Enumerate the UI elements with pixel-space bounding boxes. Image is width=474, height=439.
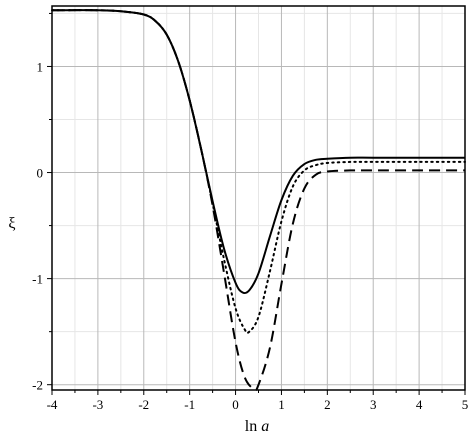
x-tick-label: -4 [47,397,58,412]
x-tick-label: 1 [278,397,285,412]
y-axis-title: ξ [8,215,15,232]
y-tick-label: -1 [32,272,43,287]
axis-ticks: -4 -3 -2 -1 0 1 2 3 4 5 -2 -1 0 1 [32,12,469,412]
y-tick-label: -2 [32,378,43,393]
x-tick-label: -1 [184,397,195,412]
x-tick-label: 0 [232,397,239,412]
y-tick-label: 1 [37,59,44,74]
x-axis-title-var: a [261,418,269,435]
x-tick-label: 2 [324,397,331,412]
series-line-dashed [51,9,465,391]
y-tick-label: 0 [37,166,44,181]
x-axis-title-ln: ln [245,418,261,435]
x-tick-label: -3 [92,397,103,412]
series-group [51,9,466,391]
grid [51,6,466,390]
x-axis-title: ln a [245,418,269,435]
x-tick-label: 3 [370,397,377,412]
x-tick-label: 4 [416,397,423,412]
x-tick-label: 5 [462,397,469,412]
x-tick-label: -2 [138,397,149,412]
